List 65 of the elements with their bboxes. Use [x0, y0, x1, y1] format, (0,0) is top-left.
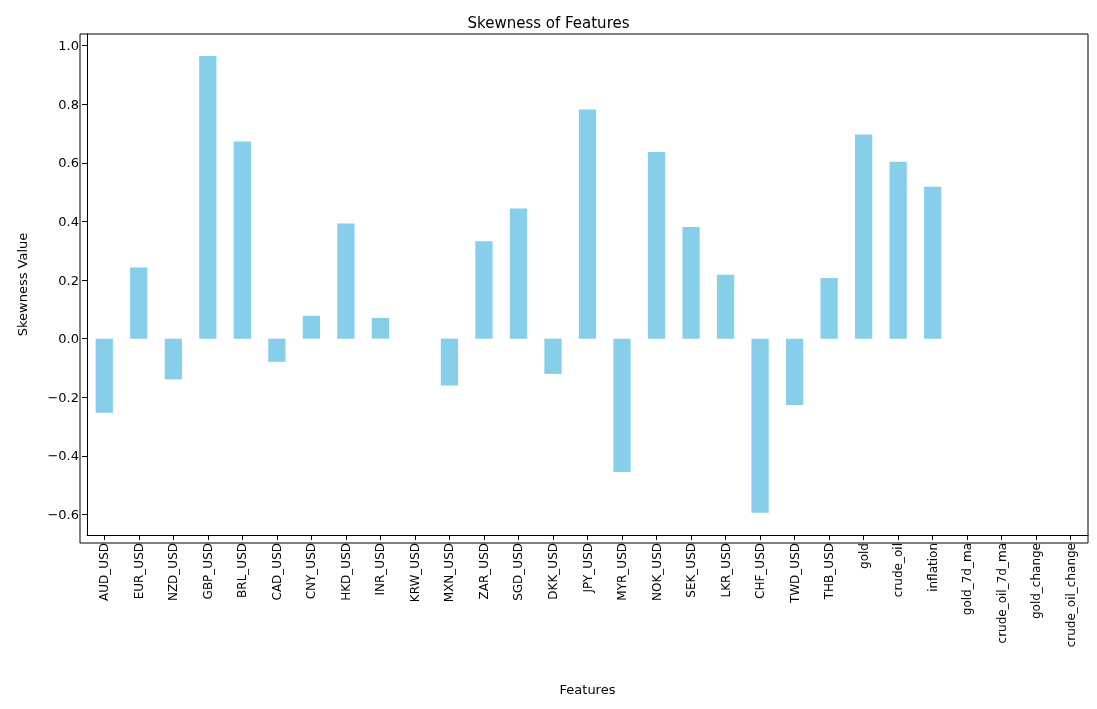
y-tick-label: 0.2: [58, 272, 79, 288]
bar: [440, 338, 459, 386]
x-tick-label: HKD_USD: [338, 543, 353, 601]
x-tick-label: crude_oil: [891, 543, 906, 598]
x-tick-label: CHF_USD: [753, 543, 768, 599]
bar: [924, 186, 942, 339]
x-tick-label: SGD_USD: [511, 543, 526, 601]
bar: [716, 274, 735, 339]
y-axis-title: Skewness Value: [15, 232, 30, 337]
bar: [371, 317, 390, 339]
x-tick-label: crude_oil_7d_ma: [994, 543, 1009, 644]
x-tick-label: LKR_USD: [718, 543, 733, 598]
bar: [751, 338, 769, 513]
bar: [544, 338, 562, 374]
bar: [233, 141, 251, 339]
x-axis-title: Features: [559, 682, 616, 697]
y-tick-label: 0.6: [58, 155, 79, 171]
x-tick-label: inflation: [925, 543, 940, 592]
bar: [475, 241, 493, 339]
y-tick-label: −0.4: [47, 448, 79, 464]
y-tick-label: 1.0: [58, 38, 79, 54]
bar: [785, 338, 804, 405]
bar: [337, 223, 355, 339]
bar: [199, 55, 217, 339]
x-tick-label: MYR_USD: [615, 543, 630, 601]
y-tick-label: −0.2: [47, 389, 79, 405]
x-tick-label: INR_USD: [373, 543, 388, 596]
x-tick-label: ZAR_USD: [476, 543, 491, 600]
y-tick-label: −0.6: [47, 506, 79, 522]
y-tick-label: 0.0: [58, 331, 79, 347]
x-tick-label: CNY_USD: [304, 543, 319, 600]
bar: [889, 161, 907, 339]
x-tick-label: gold: [856, 543, 871, 569]
bar: [613, 338, 631, 473]
bar: [95, 338, 113, 413]
bar: [268, 338, 286, 362]
bar: [164, 338, 182, 380]
bar: [302, 315, 320, 339]
x-tick-label: KRW_USD: [407, 543, 422, 603]
bar: [509, 208, 528, 339]
bar: [820, 278, 838, 339]
chart-title: Skewness of Features: [467, 13, 630, 32]
x-tick-label: EUR_USD: [131, 543, 146, 600]
bar: [855, 134, 873, 339]
bar: [130, 267, 148, 339]
bar: [578, 109, 597, 339]
x-tick-label: TWD_USD: [787, 543, 802, 605]
x-tick-label: GBP_USD: [200, 543, 215, 600]
x-tick-label: NZD_USD: [166, 543, 181, 602]
x-tick-label: NOK_USD: [649, 543, 664, 601]
x-tick-label: BRL_USD: [235, 543, 250, 598]
x-tick-label: DKK_USD: [545, 543, 560, 600]
y-tick-label: 0.4: [58, 214, 79, 230]
x-tick-label: gold_7d_ma: [960, 543, 975, 616]
bar: [647, 152, 666, 339]
x-tick-label: JPY_USD: [580, 543, 595, 594]
bar: [682, 227, 700, 339]
x-tick-label: AUD_USD: [97, 543, 112, 601]
x-tick-label: gold_change: [1029, 543, 1044, 620]
x-tick-label: THB_USD: [822, 543, 837, 601]
x-tick-label: crude_oil_change: [1063, 543, 1078, 648]
y-tick-label: 0.8: [58, 96, 79, 112]
x-tick-label: CAD_USD: [269, 543, 284, 601]
x-tick-label: MXN_USD: [442, 543, 457, 603]
x-tick-label: SEK_USD: [684, 543, 699, 598]
